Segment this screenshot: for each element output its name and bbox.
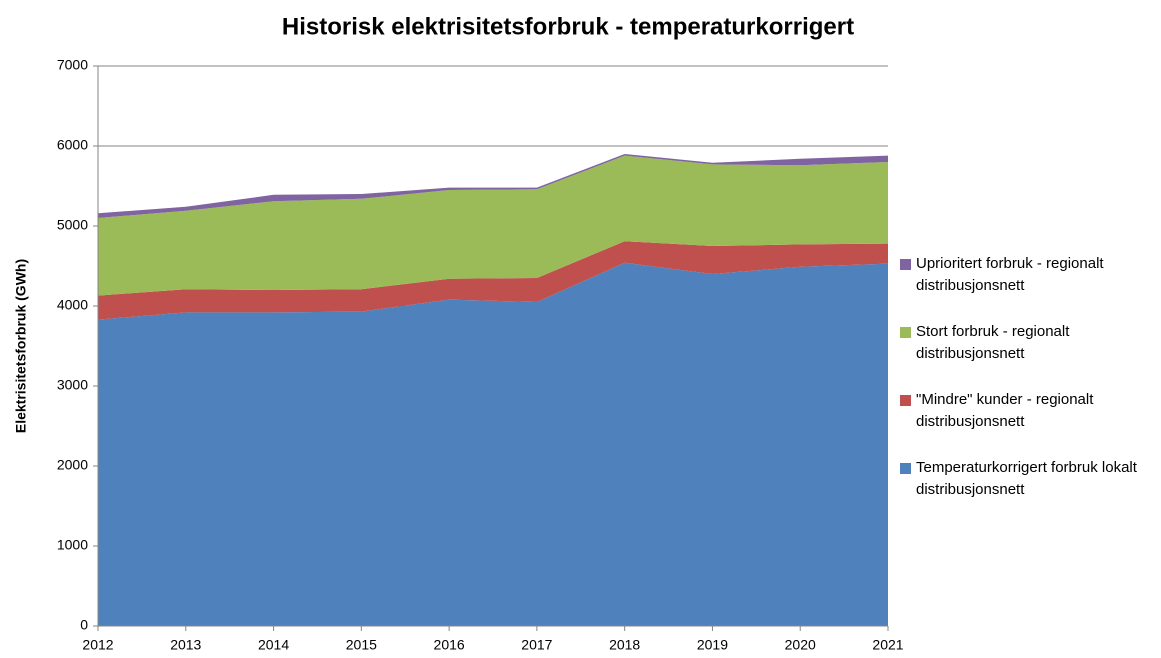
area [98,155,888,296]
y-tick-label: 0 [80,617,88,633]
x-tick-label: 2016 [434,637,465,653]
y-tick-label: 1000 [57,537,88,553]
x-tick-label: 2015 [346,637,377,653]
x-tick-label: 2014 [258,637,289,653]
y-tick-label: 7000 [57,57,88,73]
x-tick-label: 2019 [697,637,728,653]
x-tick-label: 2021 [872,637,903,653]
y-tick-label: 6000 [57,137,88,153]
y-tick-label: 4000 [57,297,88,313]
y-tick-label: 5000 [57,217,88,233]
legend-item: Stort forbruk - regionalt distribusjonsn… [900,321,1155,389]
y-axis-label: Elektrisitetsforbruk (GWh) [13,259,29,433]
legend-label: Stort forbruk - regionalt distribusjonsn… [916,323,1070,362]
legend-label: "Mindre" kunder - regionalt distribusjon… [916,391,1094,430]
legend-item: "Mindre" kunder - regionalt distribusjon… [900,389,1155,457]
legend-swatch [900,259,911,270]
area [98,262,888,626]
legend-label: Uprioritert forbruk - regionalt distribu… [916,255,1104,294]
legend-swatch [900,395,911,406]
legend-item: Temperaturkorrigert forbruk lokalt distr… [900,457,1155,525]
legend-item: Uprioritert forbruk - regionalt distribu… [900,253,1155,321]
area [98,241,888,320]
x-tick-label: 2012 [82,637,113,653]
y-tick-label: 3000 [57,377,88,393]
x-tick-label: 2017 [521,637,552,653]
area [98,154,888,218]
chart-title: Historisk elektrisitetsforbruk - tempera… [282,13,854,40]
x-tick-label: 2018 [609,637,640,653]
legend-swatch [900,327,911,338]
x-tick-label: 2013 [170,637,201,653]
legend-swatch [900,463,911,474]
y-tick-label: 2000 [57,457,88,473]
legend-label: Temperaturkorrigert forbruk lokalt distr… [916,459,1137,498]
x-tick-label: 2020 [785,637,816,653]
legend: Uprioritert forbruk - regionalt distribu… [900,253,1155,525]
